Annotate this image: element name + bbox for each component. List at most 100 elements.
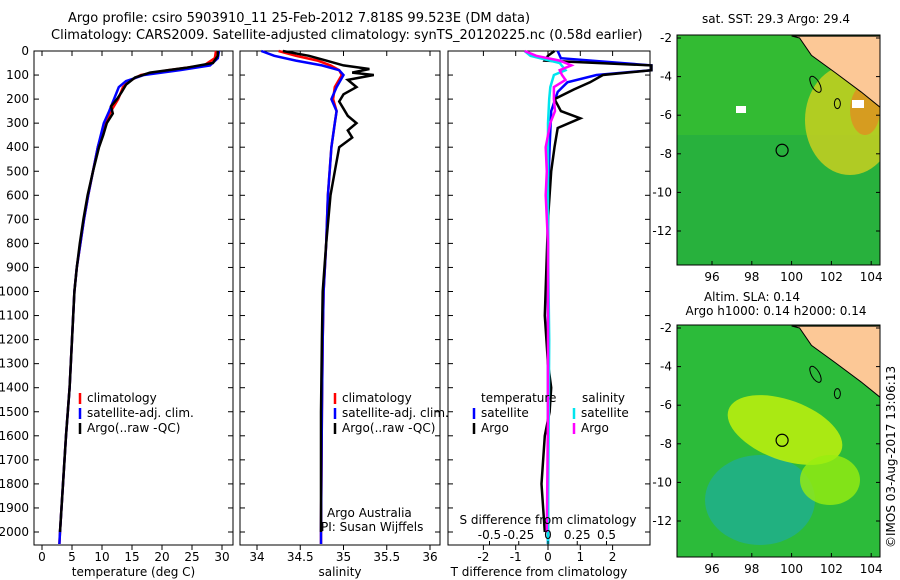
depth-tick-label: 1600 — [0, 429, 29, 443]
x-tick-label: -2 — [477, 550, 489, 564]
map-field — [677, 35, 880, 265]
x-tick-label: 1 — [576, 550, 584, 564]
depth-tick-label: 1300 — [0, 357, 29, 371]
x-tick-label: -1 — [510, 550, 522, 564]
depth-tick-label: 600 — [6, 188, 29, 202]
lat-tick-label: -10 — [652, 475, 672, 489]
island-outline — [833, 388, 841, 400]
lat-tick-label: -2 — [660, 321, 672, 335]
depth-tick-label: 1400 — [0, 381, 29, 395]
depth-tick-label: 900 — [6, 260, 29, 274]
legend-label: satellite — [481, 406, 529, 420]
legend-label: satellite — [581, 406, 629, 420]
lon-tick-label: 98 — [744, 270, 759, 284]
lat-tick-label: -2 — [660, 31, 672, 45]
depth-tick-label: 1100 — [0, 309, 29, 323]
argo-position-marker — [775, 143, 789, 157]
s-diff-axis-label: S difference from climatology — [460, 513, 637, 527]
x-tick-label: 2 — [609, 550, 617, 564]
x-tick-label: 0 — [38, 550, 46, 564]
lon-tick-label: 96 — [704, 270, 719, 284]
legend-label: Argo — [581, 421, 609, 435]
panel-frame — [33, 50, 234, 546]
lat-tick-label: -4 — [660, 70, 672, 84]
sla-high-patch — [727, 395, 843, 465]
legend-label: climatology — [87, 391, 157, 405]
depth-tick-label: 800 — [6, 236, 29, 250]
legend-label: satellite-adj. clim. — [342, 406, 449, 420]
lat-tick-label: -6 — [660, 398, 672, 412]
x-axis-label: salinity — [318, 565, 361, 579]
legend-label: Argo(..raw -QC) — [87, 421, 180, 435]
depth-tick-label: 2000 — [0, 525, 29, 539]
x-tick-label: 10 — [94, 550, 109, 564]
x-axis-label: temperature (deg C) — [72, 565, 195, 579]
x-tick-label: 30 — [214, 550, 229, 564]
series-line-temperature-argo — [540, 49, 653, 533]
legend-label: Argo — [481, 421, 509, 435]
land-sumatra — [791, 35, 880, 108]
sst-map-title: sat. SST: 29.3 Argo: 29.4 — [702, 12, 850, 26]
legend-header-temperature: temperature — [481, 391, 556, 405]
lon-tick-label: 104 — [860, 270, 883, 284]
x-tick-label: 35.5 — [373, 550, 400, 564]
lat-tick-label: -12 — [652, 224, 672, 238]
x-tick-label: 20 — [154, 550, 169, 564]
x-tick-label: 34.5 — [287, 550, 314, 564]
series-line-salinity-argo — [524, 49, 575, 533]
sst-missing-pixel — [852, 100, 864, 108]
title-line-1: Argo profile: csiro 5903910_11 25-Feb-20… — [68, 11, 531, 26]
lat-tick-label: -8 — [660, 147, 672, 161]
x-tick-label: 35 — [336, 550, 351, 564]
x-tick-label: 5 — [68, 550, 76, 564]
argo-position-marker — [775, 433, 789, 447]
s-diff-tick-label: 0 — [544, 528, 552, 542]
depth-tick-label: 1800 — [0, 477, 29, 491]
legend-label: climatology — [342, 391, 412, 405]
s-diff-tick-label: 0.5 — [597, 528, 616, 542]
depth-tick-label: 100 — [6, 68, 29, 82]
depth-tick-label: 1500 — [0, 405, 29, 419]
s-diff-tick-label: 0.25 — [564, 528, 591, 542]
panel-frame — [239, 50, 441, 546]
sla-map-subtitle: Argo h1000: 0.14 h2000: 0.14 — [686, 304, 867, 318]
lon-tick-label: 96 — [704, 562, 719, 576]
sla-high-patch-2 — [800, 455, 860, 505]
s-diff-tick-label: -0.25 — [503, 528, 534, 542]
land-sumatra — [791, 325, 880, 398]
lon-tick-label: 102 — [820, 562, 843, 576]
series-line-argo-raw-qc- — [282, 49, 375, 532]
credit-text: ©IMOS 03-Aug-2017 13:06:13 — [884, 366, 898, 548]
lat-tick-label: -10 — [652, 185, 672, 199]
legend-header-salinity: salinity — [582, 391, 625, 405]
x-tick-label: 34 — [249, 550, 264, 564]
lat-tick-label: -8 — [660, 437, 672, 451]
depth-tick-label: 1700 — [0, 453, 29, 467]
depth-tick-label: 1900 — [0, 501, 29, 515]
x-tick-label: 15 — [124, 550, 139, 564]
depth-tick-label: 0 — [21, 44, 29, 58]
depth-tick-label: 500 — [6, 164, 29, 178]
profile-panel-1: 0100200300400500600700800900100011001200… — [0, 44, 234, 579]
depth-tick-label: 300 — [6, 116, 29, 130]
map-field — [677, 325, 880, 557]
island-outline — [809, 365, 822, 383]
island-outline — [833, 98, 841, 110]
annotation-pi: PI: Susan Wijffels — [321, 520, 423, 534]
island-outline — [809, 75, 822, 93]
sst-missing-pixel — [736, 106, 746, 113]
legend-label: Argo(..raw -QC) — [342, 421, 435, 435]
lat-tick-label: -12 — [652, 514, 672, 528]
title-line-2: Climatology: CARS2009. Satellite-adjuste… — [51, 28, 643, 43]
depth-tick-label: 400 — [6, 140, 29, 154]
lon-tick-label: 98 — [744, 562, 759, 576]
lon-tick-label: 100 — [780, 562, 803, 576]
lon-tick-label: 104 — [860, 562, 883, 576]
lon-tick-label: 100 — [780, 270, 803, 284]
sla-map-title: Altim. SLA: 0.14 — [704, 290, 800, 304]
x-tick-label: 36 — [422, 550, 437, 564]
series-line-argo-raw-qc- — [58, 51, 220, 533]
depth-tick-label: 1000 — [0, 285, 29, 299]
map-frame — [676, 324, 881, 558]
